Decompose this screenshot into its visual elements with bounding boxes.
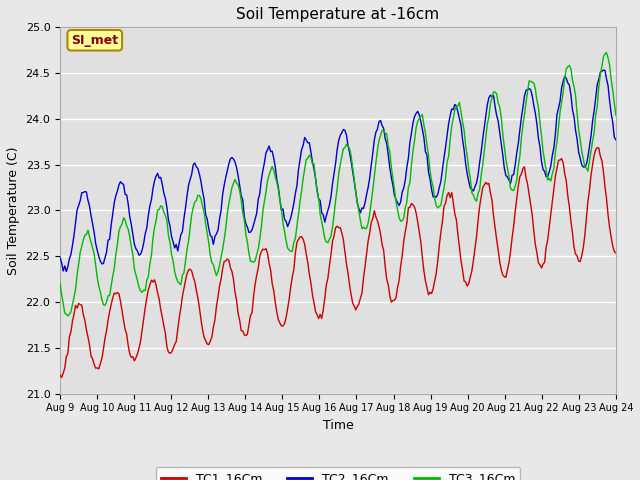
TC3_16Cm [603, 50, 611, 56]
TC1_16Cm [252, 281, 259, 287]
TC3_16Cm [64, 313, 72, 319]
TC3_16Cm [56, 280, 64, 286]
TC2_16Cm [56, 254, 64, 260]
Line: TC1_16Cm: TC1_16Cm [60, 148, 616, 377]
Text: SI_met: SI_met [71, 34, 118, 47]
TC3_16Cm [223, 211, 231, 217]
Legend: TC1_16Cm, TC2_16Cm, TC3_16Cm: TC1_16Cm, TC2_16Cm, TC3_16Cm [156, 467, 520, 480]
TC2_16Cm [252, 216, 259, 222]
TC2_16Cm [582, 161, 590, 167]
TC3_16Cm [252, 258, 259, 264]
Line: TC2_16Cm: TC2_16Cm [60, 70, 616, 272]
TC3_16Cm [301, 166, 308, 172]
TC3_16Cm [126, 234, 134, 240]
TC2_16Cm [242, 221, 250, 227]
TC2_16Cm [223, 168, 231, 174]
TC2_16Cm [612, 137, 620, 143]
TC1_16Cm [582, 216, 590, 222]
Line: TC3_16Cm: TC3_16Cm [60, 53, 616, 316]
Title: Soil Temperature at -16cm: Soil Temperature at -16cm [236, 7, 440, 22]
TC1_16Cm [301, 241, 308, 247]
TC3_16Cm [242, 231, 250, 237]
TC3_16Cm [582, 165, 590, 171]
TC3_16Cm [612, 112, 620, 118]
TC2_16Cm [126, 214, 134, 219]
TC1_16Cm [58, 374, 65, 380]
X-axis label: Time: Time [323, 419, 353, 432]
TC2_16Cm [301, 134, 308, 140]
TC1_16Cm [126, 351, 134, 357]
TC2_16Cm [63, 269, 70, 275]
TC1_16Cm [56, 372, 64, 378]
TC1_16Cm [593, 145, 601, 151]
TC2_16Cm [600, 67, 607, 73]
Y-axis label: Soil Temperature (C): Soil Temperature (C) [7, 146, 20, 275]
TC1_16Cm [612, 250, 620, 256]
TC1_16Cm [223, 256, 231, 262]
TC1_16Cm [242, 333, 250, 338]
